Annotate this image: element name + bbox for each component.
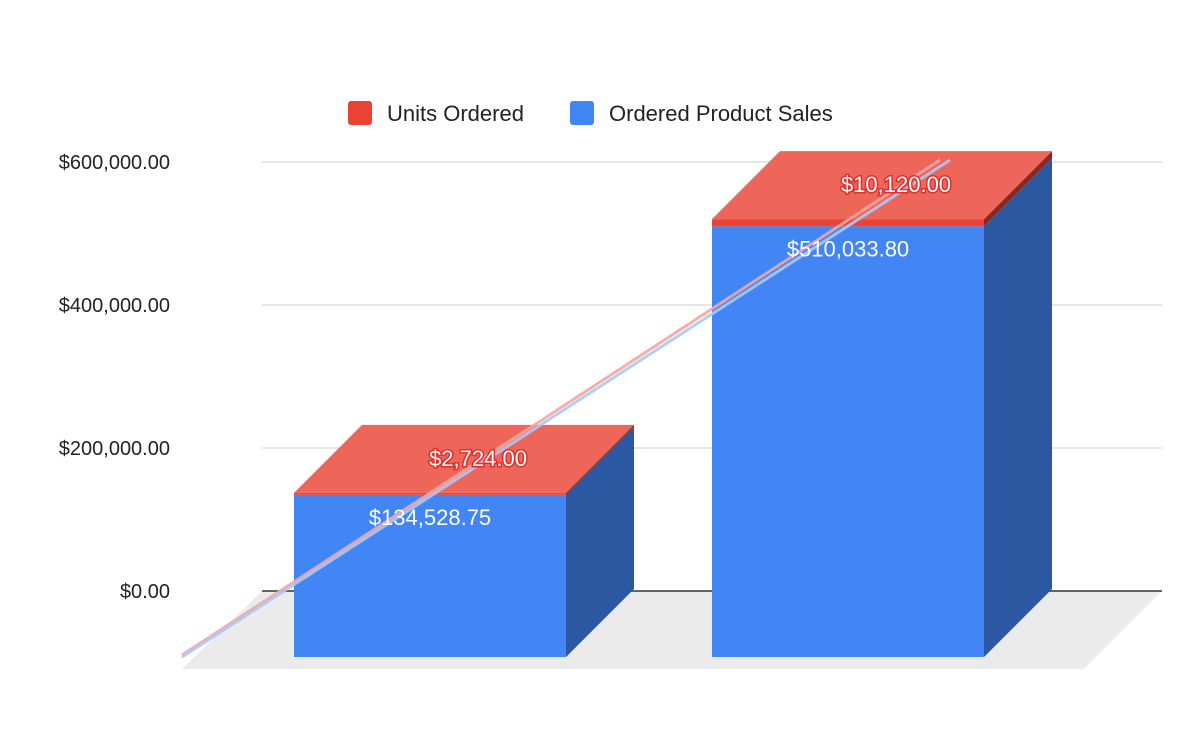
bar-units-side xyxy=(984,151,1052,227)
bar-units-side xyxy=(566,424,634,495)
trendline xyxy=(181,158,941,657)
data-label-units: $2,724.00 xyxy=(429,446,527,471)
trendline xyxy=(181,158,951,659)
legend-swatch xyxy=(570,101,594,125)
bar-sales-side xyxy=(566,426,634,657)
bar-units-top xyxy=(712,151,1052,220)
legend-label: Ordered Product Sales xyxy=(609,101,833,126)
y-tick-label: $200,000.00 xyxy=(59,438,170,460)
y-tick-label: $600,000.00 xyxy=(59,152,170,174)
y-tick-label: $400,000.00 xyxy=(59,295,170,317)
bar-units-top xyxy=(294,424,634,493)
data-label-units: $10,120.00 xyxy=(841,172,951,197)
bar-sales-side xyxy=(984,158,1052,657)
legend-label: Units Ordered xyxy=(387,101,524,126)
y-tick-label: $0.00 xyxy=(120,581,170,603)
legend-swatch xyxy=(348,101,372,125)
bar-units-front xyxy=(712,219,984,227)
data-label-sales: $134,528.75 xyxy=(369,505,491,530)
bar-sales-front xyxy=(712,226,984,657)
bar-sales-front xyxy=(294,494,566,657)
data-label-sales: $510,033.80 xyxy=(787,236,909,261)
